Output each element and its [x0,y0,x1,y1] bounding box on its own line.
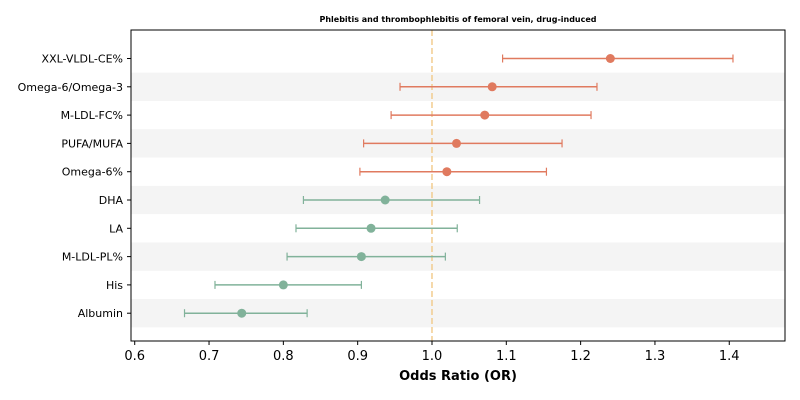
ci-row [363,138,563,148]
chart-title: Phlebitis and thrombophlebitis of femora… [319,15,596,24]
x-tick-label: 0.7 [199,349,220,364]
or-point [605,54,615,63]
y-tick-label: XXL-VLDL-CE% [42,53,123,66]
y-tick-label: M-LDL-PL% [62,251,123,264]
ci-row [295,223,458,233]
or-point [356,252,366,262]
ci-marks [183,54,734,318]
y-axis-labels: XXL-VLDL-CE% Omega-6/Omega-3 M-LDL-FC% PUFA… [18,53,131,320]
or-point [480,110,490,120]
x-tick-label: 1.1 [496,349,517,364]
x-tick-label: 0.9 [347,349,368,364]
or-point [442,167,452,177]
row-band [131,242,785,271]
y-tick-label: PUFA/MUFA [61,137,123,150]
y-tick-label: LA [109,222,123,235]
x-tick-label: 0.6 [124,349,145,364]
ci-row [214,280,362,290]
or-point [380,195,390,205]
x-tick-label: 1.3 [645,349,666,364]
y-tick-label: M-LDL-FC% [61,109,123,122]
ci-row [302,195,481,205]
y-tick-label: Omega-6% [62,166,123,179]
x-tick-label: 1.2 [570,349,591,364]
x-tick-label: 0.8 [273,349,294,364]
or-point [278,280,288,290]
or-point [487,82,497,92]
plot-frame [130,29,786,342]
x-tick-label: 1.4 [719,349,740,364]
ci-row [286,252,446,262]
y-tick-label: Omega-6/Omega-3 [18,81,123,94]
ci-row [359,167,548,177]
x-axis-ticks: 0.6 0.7 0.8 0.9 1.0 1.1 1.2 1.3 1.4 [124,341,740,364]
or-point [452,138,462,148]
y-tick-label: His [106,279,123,292]
or-point [366,223,376,233]
y-tick-label: Albumin [78,307,123,320]
ci-row [399,82,598,92]
or-point [237,308,247,318]
ci-row [501,54,734,63]
x-axis-label: Odds Ratio (OR) [399,369,517,384]
ci-row [390,110,592,120]
y-tick-label: DHA [99,194,124,207]
x-tick-label: 1.0 [422,349,443,364]
ci-row [183,308,308,318]
